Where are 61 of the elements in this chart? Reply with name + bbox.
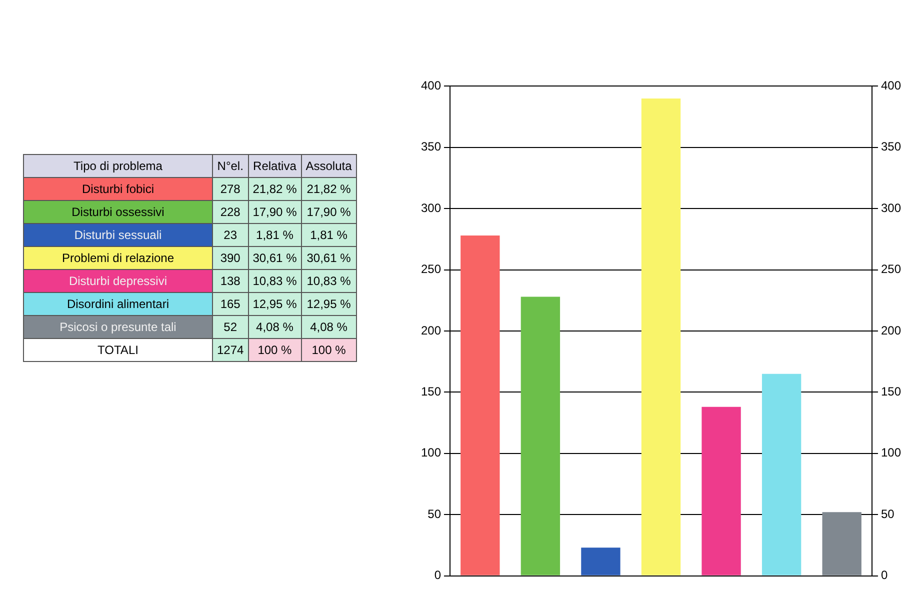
text: 10,83 % (248, 270, 302, 292)
bar (581, 548, 620, 576)
y2-tick-label: 350 (880, 140, 902, 154)
text: Relativa (248, 154, 302, 178)
text: 21,82 % (301, 178, 356, 200)
text: 165 (212, 292, 248, 316)
text: 228 (212, 200, 248, 224)
text: 12,95 % (301, 292, 356, 316)
bar (460, 236, 500, 576)
bar (762, 374, 802, 576)
y-tick-label: 150 (420, 384, 442, 399)
y-tick-label: 350 (420, 140, 442, 154)
y2-tick-label: 250 (880, 262, 902, 276)
text: 10,83 % (301, 270, 356, 292)
text: 21,82 % (248, 178, 302, 200)
text: Disturbi depressivi (24, 270, 212, 292)
y2-tick-label: 100 (880, 446, 902, 460)
text: TOTALI (24, 338, 212, 362)
text: 4,08 % (248, 316, 302, 338)
y2-tick-label: 400 (880, 78, 902, 93)
text: Assoluta (301, 154, 356, 178)
text: 23 (212, 224, 248, 246)
y2-tick-label: 50 (880, 506, 895, 521)
text: Tipo di problema (24, 154, 212, 178)
y-tick-label: 250 (420, 262, 442, 276)
text: 52 (212, 316, 248, 338)
text: Disturbi sessuali (24, 224, 212, 246)
bar (822, 512, 862, 576)
text: 1274 (212, 338, 248, 362)
text: Psicosi o presunte tali (24, 316, 212, 338)
y-tick-label: 200 (420, 323, 442, 338)
text: Problemi di relazione (24, 246, 212, 270)
text: 1,81 % (248, 224, 302, 246)
text: 390 (212, 246, 248, 270)
y-tick-label: 50 (428, 506, 442, 521)
y-tick-label: 400 (420, 78, 442, 93)
y-tick-label: 100 (420, 446, 442, 460)
text: 100 % (301, 338, 356, 362)
text: 1,81 % (301, 224, 356, 246)
text: Disturbi fobici (24, 178, 212, 200)
bar (520, 296, 560, 576)
y-tick-label: 300 (420, 200, 442, 215)
text: 17,90 % (301, 200, 356, 224)
bar (641, 98, 681, 576)
text: Disordini alimentari (24, 292, 212, 316)
text: Disturbi ossessivi (24, 200, 212, 224)
text: 138 (212, 270, 248, 292)
text: 30,61 % (248, 246, 302, 270)
text: 4,08 % (301, 316, 356, 338)
y2-tick-label: 0 (880, 568, 888, 582)
text: 30,61 % (301, 246, 356, 270)
text: 12,95 % (248, 292, 302, 316)
y-tick-label: 0 (434, 568, 442, 582)
bar (702, 406, 741, 576)
y2-tick-label: 200 (880, 323, 902, 338)
text: 17,90 % (248, 200, 302, 224)
text: N°el. (212, 154, 248, 178)
y2-tick-label: 150 (880, 384, 902, 399)
text: 278 (212, 178, 248, 200)
y2-tick-label: 300 (880, 200, 902, 215)
text: 100 % (248, 338, 302, 362)
